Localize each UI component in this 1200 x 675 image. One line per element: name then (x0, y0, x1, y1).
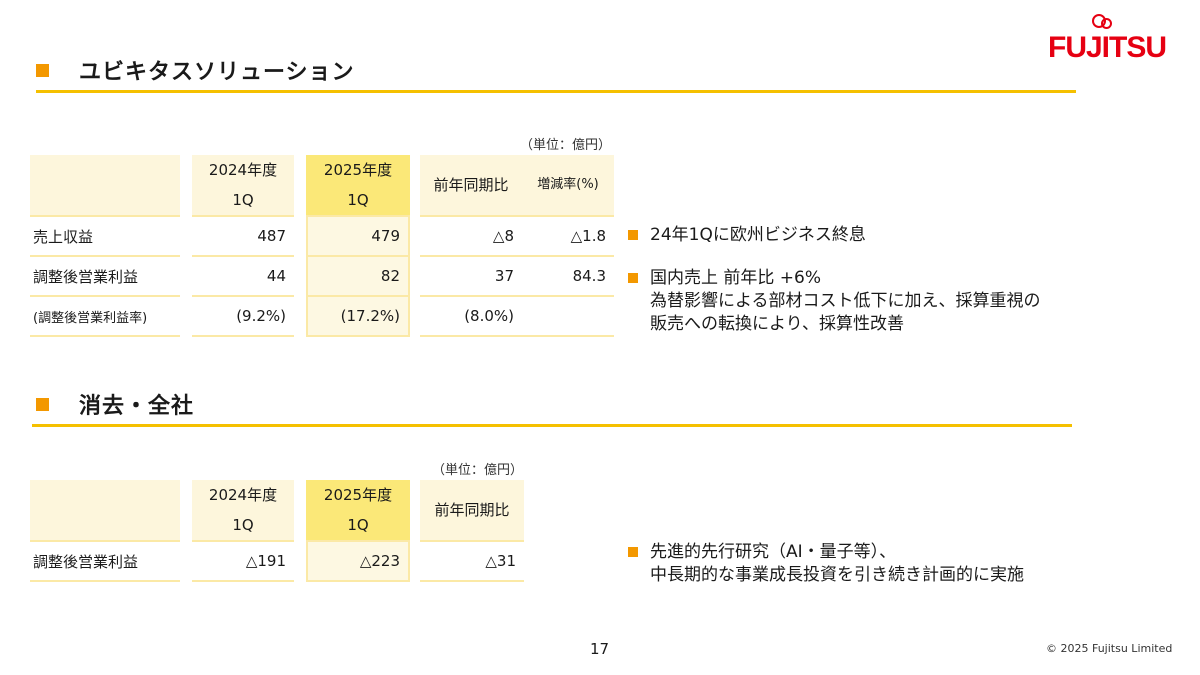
cell-2025: 479 (306, 217, 410, 257)
bullet-text: 販売への転換により、採算性改善 (650, 314, 904, 334)
header-2025: 2025年度 1Q (306, 155, 410, 217)
cell-yoy: 37 (420, 257, 522, 297)
bullet-text: 24年1Qに欧州ビジネス終息 (650, 225, 866, 245)
cell-2024: (9.2%) (192, 297, 294, 337)
header-2025-line2: 1Q (347, 191, 369, 209)
header-2025-line2: 1Q (347, 516, 369, 534)
cell-rate: 84.3 (522, 257, 614, 297)
cell-rate: △1.8 (522, 217, 614, 257)
cell-2025: 82 (306, 257, 410, 297)
cell-2024: 44 (192, 257, 294, 297)
cell-yoy: △8 (420, 217, 522, 257)
section1-unit: （単位：億円） (520, 138, 612, 153)
header-rate-text: 増減率(%) (537, 177, 599, 192)
cell-yoy: (8.0%) (420, 297, 522, 337)
section1-rule (36, 90, 1076, 93)
cell-yoy: △31 (420, 542, 524, 582)
section1-title: ユビキタスソリューション (36, 55, 355, 85)
bullet-text: 先進的先行研究（AI・量子等）、 (650, 542, 897, 562)
page-number: 17 (590, 640, 610, 658)
square-bullet-icon (628, 273, 638, 283)
cell-2025: (17.2%) (306, 297, 410, 337)
header-yoy: 前年同期比 (420, 155, 522, 217)
square-bullet-icon (36, 397, 49, 411)
square-bullet-icon (36, 63, 49, 77)
bullet-text: 中長期的な事業成長投資を引き続き計画的に実施 (650, 565, 1024, 585)
copyright: © 2025 Fujitsu Limited (1046, 642, 1173, 655)
section2-unit: （単位：億円） (432, 463, 524, 478)
header-2025-line1: 2025年度 (323, 161, 393, 179)
section2-title-text: 消去・全社 (79, 394, 195, 419)
bullet-item: 国内売上 前年比 +6% 為替影響による部材コスト低下に加え、採算重視の 販売へ… (628, 267, 1168, 336)
header-yoy-text: 前年同期比 (433, 176, 509, 194)
header-2024-line1: 2024年度 (208, 161, 278, 179)
header-2024: 2024年度 1Q (192, 155, 294, 217)
header-2024-line1: 2024年度 (208, 486, 278, 504)
row-label: 調整後営業利益 (30, 542, 180, 582)
cell-2024: △191 (192, 542, 294, 582)
bullet-text: 為替影響による部材コスト低下に加え、採算重視の (650, 291, 1041, 311)
header-2024-line2: 1Q (232, 191, 254, 209)
header-yoy: 前年同期比 (420, 480, 524, 542)
bullet-item: 先進的先行研究（AI・量子等）、 中長期的な事業成長投資を引き続き計画的に実施 (628, 541, 1148, 587)
row-label: (調整後営業利益率) (30, 297, 180, 337)
header-rate: 増減率(%) (522, 155, 614, 217)
square-bullet-icon (628, 230, 638, 240)
cell-rate (522, 297, 614, 337)
logo-ring-icon (1101, 18, 1112, 29)
bullet-item: 24年1Qに欧州ビジネス終息 (628, 224, 1148, 247)
header-yoy-text: 前年同期比 (434, 501, 510, 519)
row-label: 売上収益 (30, 217, 180, 257)
bullet-text: 国内売上 前年比 +6% (650, 268, 822, 288)
row-label: 調整後営業利益 (30, 257, 180, 297)
header-blank (30, 480, 180, 542)
header-2024-line2: 1Q (232, 516, 254, 534)
header-2025-line1: 2025年度 (323, 486, 393, 504)
fujitsu-logo: FUJITSU (1048, 31, 1167, 64)
section2-title: 消去・全社 (36, 389, 194, 419)
section2-rule (32, 424, 1072, 427)
square-bullet-icon (628, 547, 638, 557)
cell-2025: △223 (306, 542, 410, 582)
header-blank (30, 155, 180, 217)
section1-title-text: ユビキタスソリューション (79, 60, 355, 85)
cell-2024: 487 (192, 217, 294, 257)
header-2024: 2024年度 1Q (192, 480, 294, 542)
header-2025: 2025年度 1Q (306, 480, 410, 542)
